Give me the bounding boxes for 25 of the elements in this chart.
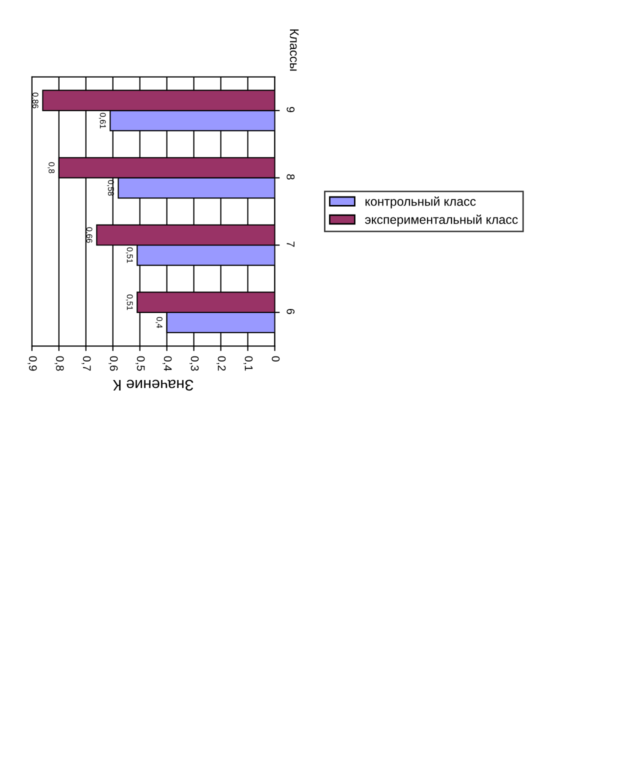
y-tick-label: 9 — [286, 107, 295, 112]
data-label: 0,51 — [126, 247, 133, 263]
legend-label: контрольный класс — [366, 196, 476, 208]
data-label: 0,86 — [31, 92, 38, 108]
legend-label: экспериментальный класс — [365, 214, 518, 226]
x-tick-label: 0,7 — [82, 356, 91, 371]
data-label: 0,61 — [98, 112, 106, 128]
x-tick-label: 0,5 — [136, 356, 145, 371]
data-label: 0,4 — [156, 317, 162, 328]
x-tick-label: 0,3 — [190, 356, 199, 371]
x-tick-label: 0,9 — [28, 356, 37, 371]
y-axis-title: Классы — [290, 30, 299, 71]
x-tick-label: 0 — [272, 356, 280, 362]
x-tick-label: 0,1 — [243, 356, 253, 371]
y-tick-label: 7 — [286, 242, 294, 247]
y-tick-label: 6 — [286, 308, 295, 314]
data-label: 0,8 — [48, 162, 55, 174]
data-label: 0,51 — [126, 294, 133, 310]
x-tick-label: 0,4 — [162, 356, 172, 371]
x-tick-label: 0,2 — [216, 356, 226, 371]
x-tick-label: 0,6 — [108, 356, 118, 371]
x-tick-label: 0,8 — [54, 356, 64, 371]
data-label: 0,66 — [85, 227, 92, 243]
x-axis-title: Значение К — [113, 380, 194, 391]
y-tick-label: 8 — [286, 174, 295, 180]
